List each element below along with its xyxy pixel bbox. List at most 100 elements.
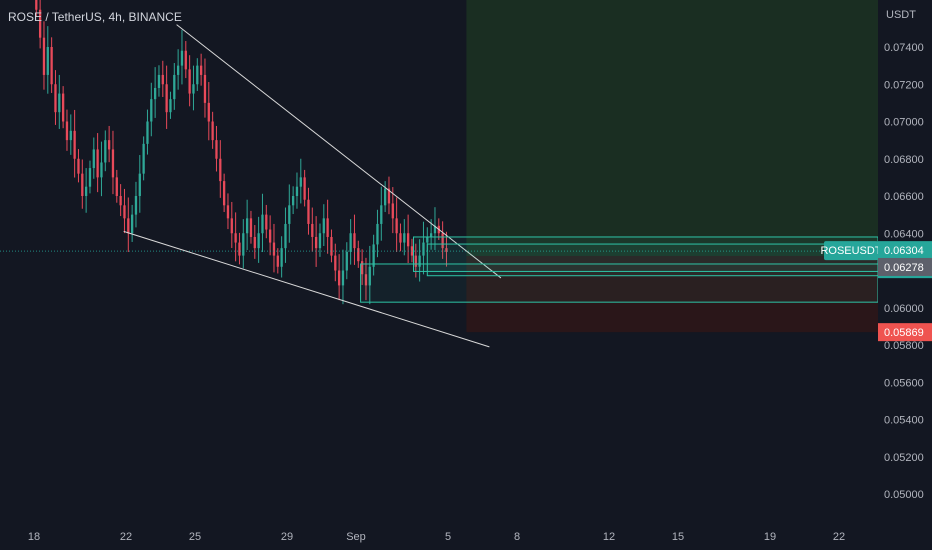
candle-up (196, 65, 199, 85)
candle-down (111, 149, 115, 178)
symbol-tag: ROSEUSDT (820, 245, 881, 257)
candle-down (330, 236, 333, 256)
time-tick-label: 5 (445, 531, 451, 543)
candle-down (127, 218, 130, 234)
candle-down (199, 65, 203, 75)
candle-up (173, 74, 176, 100)
candle-down (226, 205, 230, 219)
candle-down (303, 177, 306, 200)
candle-up (322, 218, 325, 234)
candle-down (311, 223, 314, 237)
candle-down (272, 242, 276, 256)
range-box[interactable] (413, 236, 879, 272)
candle-down (357, 248, 360, 262)
candle-down (445, 248, 448, 252)
candle-down (73, 130, 76, 159)
candle-down (307, 199, 310, 224)
candle-up (146, 121, 149, 144)
drawings-layer (0, 24, 879, 348)
candle-up (138, 173, 141, 196)
candle-up (92, 149, 95, 169)
upper-trendline[interactable] (176, 24, 502, 279)
candle-up (157, 74, 161, 88)
symbol-tag-background (824, 241, 878, 261)
candle-up (372, 244, 375, 267)
price-tick-label: 0.05600 (884, 377, 924, 389)
candle-down (38, 9, 42, 38)
candle-up (153, 87, 157, 100)
candle-up (242, 233, 245, 256)
time-tick-label: 8 (514, 531, 520, 543)
candle-down (107, 140, 111, 150)
candle-down (326, 218, 329, 237)
candle-up (169, 99, 172, 113)
stop-price-tag-background (878, 323, 932, 342)
candle-down (364, 274, 368, 286)
candle-down (96, 149, 99, 178)
candle-up (318, 233, 322, 249)
time-tick-label: 25 (189, 531, 201, 543)
price-tick-label: 0.05200 (884, 452, 924, 464)
candle-up (58, 93, 61, 113)
candle-up (261, 214, 264, 234)
lower-trendline[interactable] (123, 230, 490, 348)
candle-down (268, 229, 272, 243)
candle-up (295, 186, 299, 196)
candle-down (334, 255, 337, 271)
price-tick-label: 0.05000 (884, 489, 924, 501)
candle-down (211, 121, 214, 141)
candle-up (376, 223, 379, 245)
candle-down (165, 84, 168, 113)
time-tick-label: 29 (281, 531, 293, 543)
candle-down (234, 233, 237, 243)
time-tick-label: 19 (764, 531, 776, 543)
candle-up (192, 84, 195, 94)
candle-down (65, 121, 69, 141)
candle-up (180, 50, 184, 66)
candle-up (142, 143, 145, 174)
candle-down (395, 218, 398, 234)
candle-down (360, 261, 364, 275)
candle-down (230, 218, 233, 234)
price-tick-label: 0.06000 (884, 303, 924, 315)
candle-up (176, 65, 180, 75)
candle-down (123, 205, 126, 219)
candle-down (119, 196, 122, 206)
candle-up (368, 266, 371, 286)
candle-up (433, 225, 437, 234)
candle-up (349, 233, 352, 252)
candle-down (337, 270, 341, 286)
time-tick-label: 22 (833, 531, 845, 543)
candle-up (429, 233, 433, 237)
candle-up (104, 140, 107, 163)
candle-up (69, 130, 72, 141)
candle-down (188, 69, 191, 94)
candle-down (414, 255, 417, 267)
candle-up (150, 99, 153, 122)
time-axis[interactable]: 18 22 25 29 Sep 5 8 12 15 19 22 (0, 520, 932, 550)
loss-zone (466, 255, 878, 333)
stop-price-tag: 0.05869 (884, 327, 924, 339)
candle-down (219, 158, 222, 182)
candle-up (288, 205, 291, 224)
candle-down (353, 233, 356, 249)
time-tick-label: 22 (120, 531, 132, 543)
time-tick-label: 18 (28, 531, 40, 543)
candle-up (84, 186, 88, 196)
candle-down (50, 47, 53, 85)
candle-down (387, 188, 391, 204)
candlestick-series (35, 0, 448, 305)
candle-down (314, 236, 318, 249)
candle-up (345, 251, 348, 271)
price-tick-label: 0.06800 (884, 154, 924, 166)
time-tick-label: 12 (603, 531, 615, 543)
range-box[interactable] (426, 243, 879, 277)
candle-up (341, 270, 345, 286)
candle-up (299, 177, 302, 187)
candle-up (284, 223, 287, 249)
candle-up (134, 196, 138, 215)
candle-up (418, 255, 421, 267)
candle-up (426, 236, 429, 243)
time-tick-label: 15 (672, 531, 684, 543)
